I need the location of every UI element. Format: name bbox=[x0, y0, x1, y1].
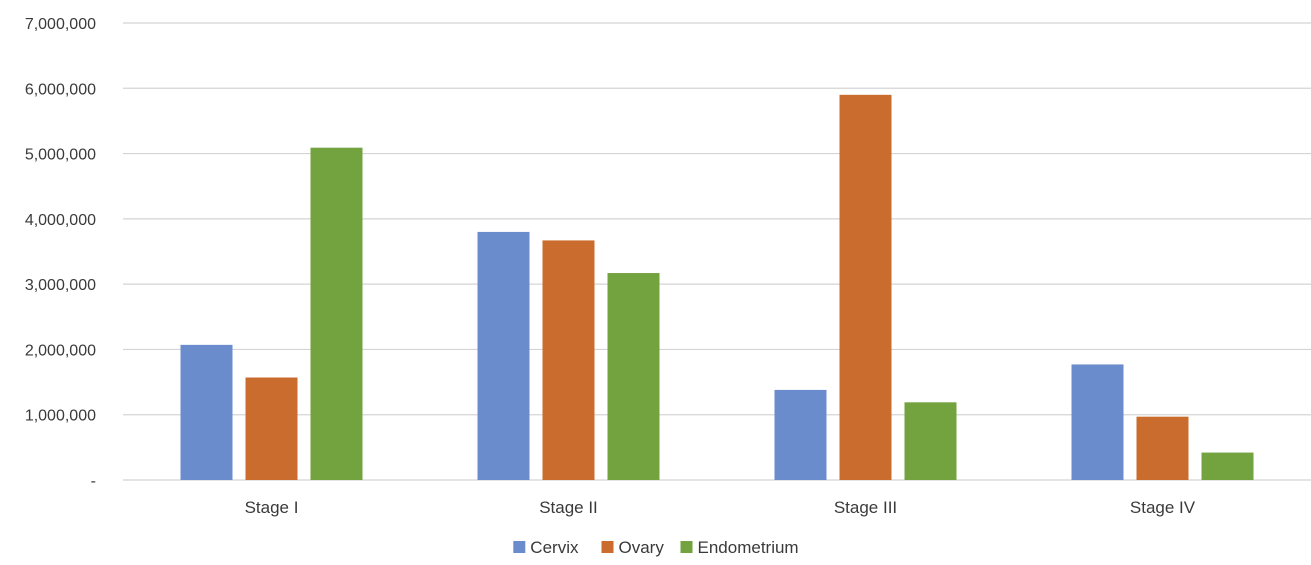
bar-endometrium-stage-i bbox=[310, 147, 363, 480]
bar-endometrium-stage-ii bbox=[607, 273, 660, 480]
legend-label: Endometrium bbox=[698, 538, 799, 557]
legend-swatch bbox=[513, 541, 526, 553]
bar-cervix-stage-iii bbox=[774, 389, 827, 480]
x-category-label: Stage I bbox=[245, 498, 299, 517]
y-tick-label: 5,000,000 bbox=[25, 147, 96, 164]
bar-cervix-stage-i bbox=[180, 344, 233, 480]
bar-ovary-stage-iv bbox=[1136, 416, 1189, 480]
y-tick-label: - bbox=[91, 473, 96, 490]
legend: Cervix Ovary Endometrium bbox=[513, 538, 799, 557]
legend-item-cervix: Cervix bbox=[513, 538, 579, 557]
y-axis-tick-labels: - 1,000,000 2,000,000 3,000,000 4,000,000 5,0… bbox=[25, 16, 96, 490]
bar-ovary-stage-i bbox=[245, 377, 298, 480]
bars bbox=[180, 94, 1254, 481]
legend-swatch bbox=[680, 541, 693, 553]
y-tick-label: 1,000,000 bbox=[25, 408, 96, 425]
y-tick-label: 2,000,000 bbox=[25, 342, 96, 359]
bar-ovary-stage-iii bbox=[839, 94, 892, 481]
x-category-label: Stage IV bbox=[1130, 498, 1196, 517]
bar-endometrium-stage-iv bbox=[1201, 452, 1254, 480]
legend-item-ovary: Ovary bbox=[601, 538, 665, 557]
x-axis-category-labels: Stage I Stage II Stage III Stage IV bbox=[245, 498, 1196, 517]
legend-label: Ovary bbox=[619, 538, 665, 557]
bar-endometrium-stage-iii bbox=[904, 402, 957, 480]
y-tick-label: 4,000,000 bbox=[25, 212, 96, 229]
bar-cervix-stage-iv bbox=[1071, 364, 1124, 480]
y-tick-label: 3,000,000 bbox=[25, 277, 96, 294]
y-tick-label: 6,000,000 bbox=[25, 81, 96, 98]
bar-ovary-stage-ii bbox=[542, 240, 595, 480]
bar-cervix-stage-ii bbox=[477, 231, 530, 480]
legend-item-endometrium: Endometrium bbox=[680, 538, 799, 557]
gridlines bbox=[123, 22, 1311, 481]
x-category-label: Stage II bbox=[539, 498, 598, 517]
legend-swatch bbox=[601, 541, 614, 553]
legend-label: Cervix bbox=[530, 538, 579, 557]
x-category-label: Stage III bbox=[834, 498, 897, 517]
y-tick-label: 7,000,000 bbox=[25, 16, 96, 33]
